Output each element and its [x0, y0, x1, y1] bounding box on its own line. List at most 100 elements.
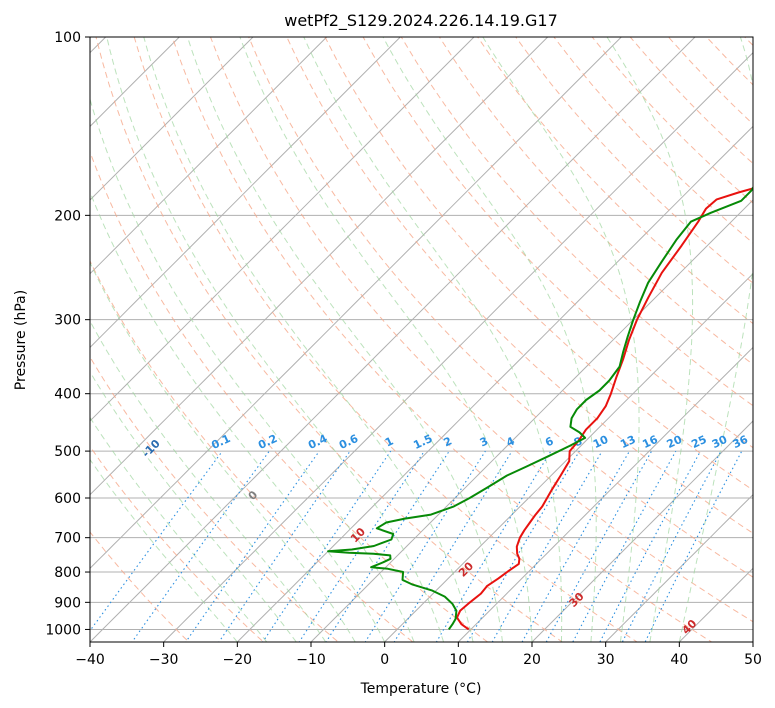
x-tick-label: 0	[380, 652, 389, 668]
dry-adiabat-label: -10	[140, 437, 163, 460]
mixing-ratio-line	[90, 450, 223, 632]
moist-adiabat	[90, 190, 386, 642]
mixing-ratio-line	[599, 450, 701, 642]
moist-adiabat	[90, 458, 238, 642]
isotherm-gridline	[90, 37, 549, 496]
isotherm-gridline	[90, 37, 475, 422]
mixing-ratio-line	[131, 450, 270, 642]
isotherm-gridline	[236, 125, 753, 642]
temperature-profile-line	[456, 187, 753, 631]
isotherm-gridline	[90, 37, 328, 275]
isotherm-gridline	[162, 51, 753, 642]
dry-adiabat-label: 20	[456, 559, 476, 579]
dry-adiabat	[248, 37, 753, 578]
isotherm-gridline	[604, 493, 753, 642]
y-tick-label: 1000	[45, 622, 81, 638]
x-axis: −40 −30 −20 −10 0 10 20 30 40 50	[75, 642, 762, 668]
moist-adiabat	[678, 37, 753, 642]
mixing-ratio-label: 25	[689, 433, 708, 451]
moist-adiabat	[239, 37, 533, 642]
dry-adiabat	[90, 150, 489, 642]
dry-adiabat	[705, 37, 753, 86]
isotherm-gridline	[678, 567, 753, 642]
dry-adiabat	[756, 10, 775, 654]
mixing-ratio-line	[435, 450, 552, 642]
mixing-ratio-line	[644, 450, 743, 642]
mixing-ratio-label: 10	[591, 433, 611, 451]
moist-adiabat	[90, 261, 356, 642]
mixing-ratio-label: 6	[543, 434, 556, 449]
dewpoint-profile-line	[327, 185, 753, 630]
mixing-ratio-line	[545, 450, 653, 642]
mixing-ratio-label: 30	[710, 433, 730, 451]
dry-adiabat	[744, 37, 753, 47]
dry-adiabat	[133, 37, 638, 642]
dry-adiabat	[438, 37, 753, 366]
isotherm-gridline	[457, 346, 753, 642]
isotherm-gridline	[752, 641, 753, 642]
mixing-ratio-line	[621, 450, 722, 642]
x-tick-label: −20	[223, 652, 253, 668]
mixing-ratio-line	[218, 450, 351, 642]
x-tick-label: −10	[296, 652, 326, 668]
isotherm-gridline	[531, 420, 753, 642]
isotherm-gridline	[90, 37, 696, 642]
mixing-ratio-line	[185, 450, 320, 642]
x-axis-label: Temperature (°C)	[360, 681, 482, 697]
background-lines	[90, 10, 775, 654]
y-tick-label: 400	[54, 387, 81, 403]
y-tick-label: 900	[54, 595, 81, 611]
moist-adiabat	[143, 37, 474, 642]
mixing-ratio-label: 1.5	[411, 432, 434, 452]
plot-frame	[89, 36, 754, 643]
mixing-ratio-line	[466, 450, 580, 642]
mixing-ratio-line	[491, 450, 603, 642]
moist-adiabat	[90, 370, 297, 642]
isotherm-gridline	[90, 37, 254, 201]
mixing-ratio-line	[572, 450, 677, 642]
background-labels: 0.10.20.40.611.52346810131620253036-100-…	[140, 432, 751, 637]
moist-adiabat	[382, 37, 597, 642]
mixing-ratio-label: 36	[731, 433, 751, 451]
mixing-ratio-label: 13	[618, 433, 637, 451]
dry-adiabat	[515, 37, 753, 284]
y-tick-label: 800	[54, 565, 81, 581]
mixing-ratio-label: 0.1	[209, 432, 232, 452]
mixing-ratio-label: 16	[640, 433, 660, 451]
dry-adiabat	[362, 37, 753, 449]
moist-adiabat	[106, 37, 445, 642]
dry-adiabat	[286, 37, 753, 534]
y-tick-label: 500	[54, 444, 81, 460]
isotherm-gridline	[310, 199, 753, 642]
x-tick-label: −40	[75, 652, 105, 668]
x-tick-label: 40	[670, 652, 688, 668]
mixing-ratio-label: 3	[478, 434, 490, 449]
mixing-ratio-label: 2	[442, 434, 454, 449]
x-tick-label: 30	[597, 652, 615, 668]
series-layer	[327, 185, 753, 631]
dry-adiabat	[95, 37, 564, 642]
moist-adiabat	[303, 37, 563, 642]
isotherm-gridline	[90, 37, 622, 570]
mixing-ratio-line	[325, 450, 450, 642]
moist-adiabat	[90, 97, 415, 642]
moist-adiabat	[606, 37, 694, 642]
mixing-ratio-label: 0.4	[306, 432, 329, 452]
y-tick-label: 700	[54, 531, 81, 547]
x-tick-label: 50	[744, 652, 762, 668]
moist-adiabat	[90, 416, 268, 642]
moist-adiabat	[482, 37, 640, 642]
isotherm-gridline	[90, 37, 401, 349]
dry-adiabat-label: 30	[567, 590, 587, 610]
dry-adiabat	[324, 37, 753, 491]
y-axis: 1000 900 800 700 600 500 400 300 200 100	[45, 30, 90, 638]
dry-adiabat	[171, 37, 713, 642]
y-tick-label: 300	[54, 313, 81, 329]
moist-adiabat	[187, 37, 503, 642]
x-tick-label: 10	[449, 652, 467, 668]
x-tick-label: 20	[523, 652, 541, 668]
mixing-ratio-label: 20	[665, 433, 685, 451]
isotherm-gridline	[383, 272, 753, 642]
dry-adiabat	[209, 37, 753, 623]
